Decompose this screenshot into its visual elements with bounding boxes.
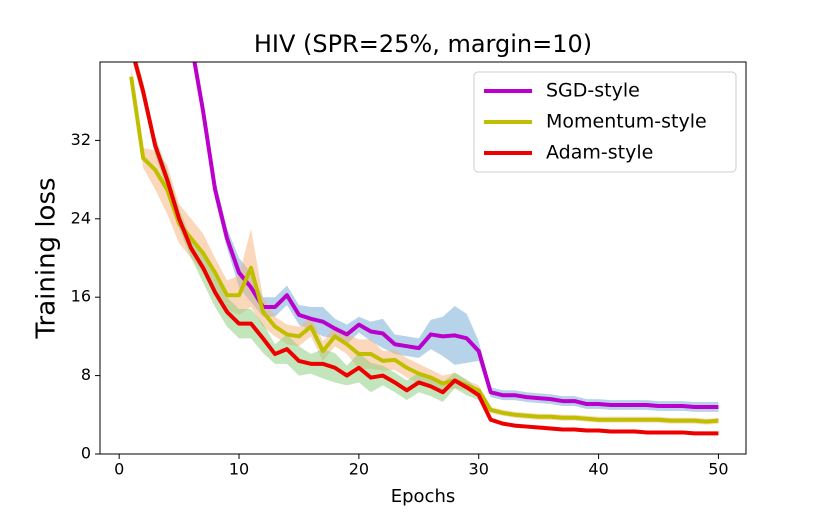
- x-tick-label: 30: [469, 460, 489, 479]
- lines: [129, 62, 719, 436]
- x-tick-label: 50: [708, 460, 728, 479]
- y-tick-label: 32: [71, 130, 91, 149]
- y-axis-label: Training loss: [32, 177, 62, 339]
- line: [129, 76, 719, 424]
- plot-frame: [99, 61, 747, 455]
- legend-label: SGD-style: [546, 80, 640, 102]
- y-tick-label: 8: [81, 365, 91, 384]
- line: [192, 62, 719, 409]
- band: [132, 62, 719, 436]
- y-tick-label: 24: [71, 208, 91, 227]
- bands: [131, 62, 719, 436]
- legend: SGD-style Momentum-style Adam-style: [473, 71, 737, 173]
- x-tick-label: 40: [588, 460, 608, 479]
- x-tick-label: 20: [349, 460, 369, 479]
- line: [133, 62, 719, 436]
- legend-label: Adam-style: [546, 142, 653, 164]
- x-tick-label: 0: [114, 460, 124, 479]
- legend-label: Momentum-style: [546, 111, 707, 133]
- axes: 0 10 20 30 40 50 0 8 16 24 32: [71, 130, 729, 479]
- x-axis-label: Epochs: [391, 486, 456, 507]
- y-tick-label: 0: [81, 444, 91, 463]
- legend-box: [473, 71, 737, 173]
- chart-title: HIV (SPR=25%, margin=10): [254, 30, 592, 58]
- band: [131, 66, 719, 425]
- x-tick-label: 10: [229, 460, 249, 479]
- y-tick-label: 16: [71, 287, 91, 306]
